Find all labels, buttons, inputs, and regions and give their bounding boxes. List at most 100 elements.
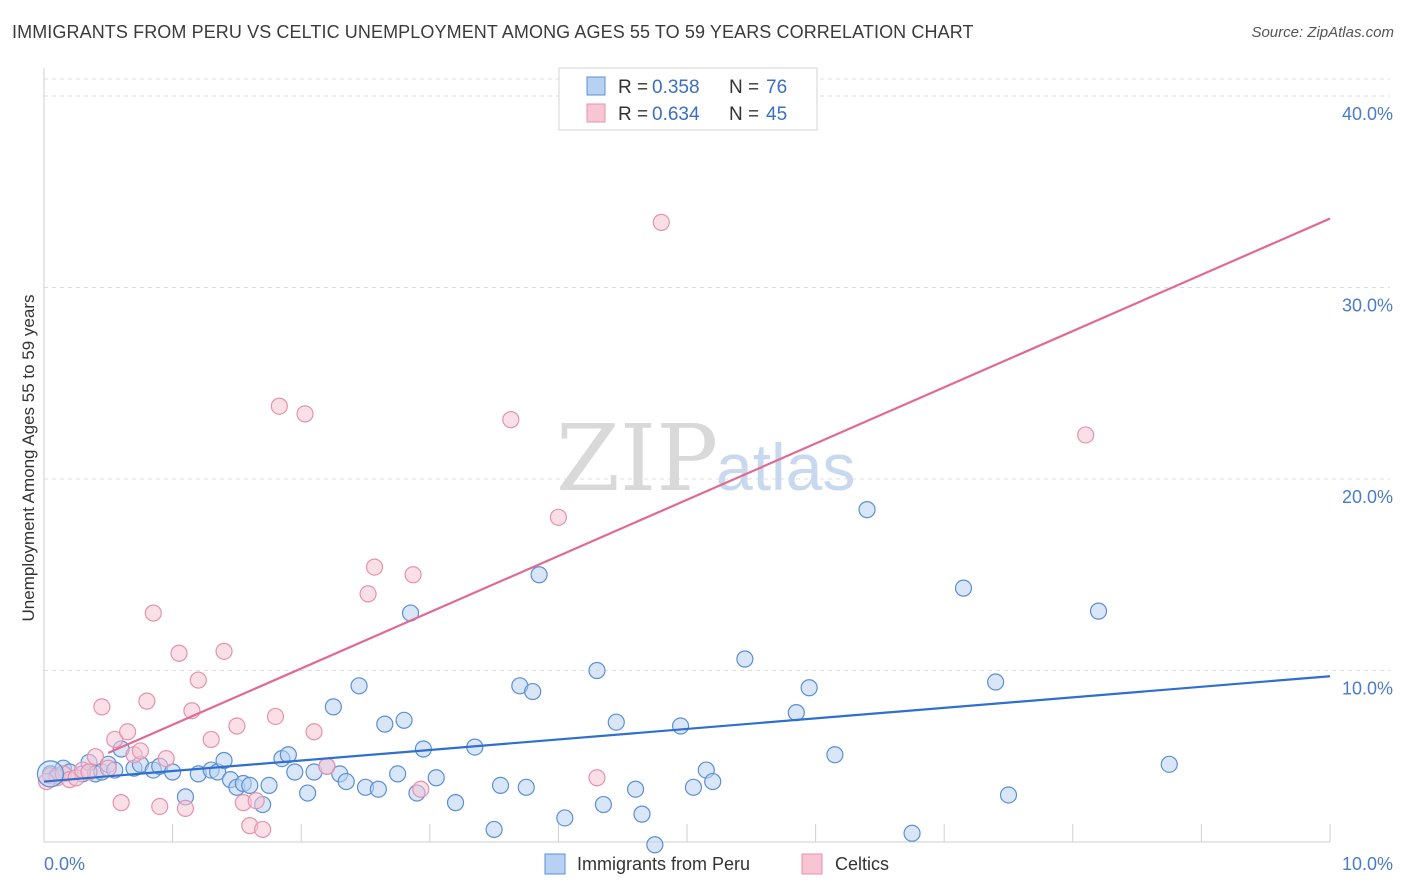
- legend-swatch-peru: [586, 76, 606, 96]
- peru-point: [954, 579, 973, 597]
- legend-r-value: 0.634: [652, 104, 700, 125]
- peru-point: [633, 805, 651, 823]
- watermark-atlas: atlas: [716, 430, 855, 504]
- y-tick-label: 40.0%: [1342, 104, 1393, 124]
- trend-lines: [43, 217, 1331, 783]
- peru-trend-line: [43, 675, 1331, 783]
- celtics-point: [106, 730, 124, 749]
- legend-n-value: 76: [766, 77, 787, 98]
- watermark-zip: ZIP: [556, 405, 718, 512]
- peru-point: [903, 824, 921, 842]
- celtics-point: [266, 707, 285, 726]
- peru-point: [376, 715, 394, 733]
- peru-point: [999, 786, 1018, 804]
- peru-point: [485, 820, 503, 839]
- peru-point: [215, 751, 233, 770]
- bottom-legend-swatch-peru: [544, 853, 566, 875]
- peru-point: [736, 650, 754, 668]
- celtics-point: [1077, 426, 1095, 444]
- peru-point: [286, 763, 304, 781]
- celtics-point: [118, 723, 137, 741]
- legend-r-label: R =: [618, 104, 648, 125]
- bottom-legend: Immigrants from Peru Celtics: [544, 853, 889, 875]
- bottom-legend-label-peru: Immigrants from Peru: [577, 854, 750, 874]
- y-axis-label: Unemployment Among Ages 55 to 59 years: [19, 295, 38, 622]
- peru-point: [446, 794, 465, 812]
- y-tick-label: 20.0%: [1342, 487, 1393, 507]
- peru-point: [241, 776, 259, 795]
- celtics-trend-line: [107, 217, 1331, 754]
- legend-n-label: N =: [729, 104, 759, 125]
- peru-point: [324, 698, 342, 716]
- celtics-point: [254, 820, 272, 839]
- celtics-point: [652, 213, 670, 231]
- celtics-point: [228, 717, 246, 735]
- legend: R = 0.358 N = 76 R = 0.634 N = 45: [558, 67, 818, 131]
- celtics-point: [296, 405, 314, 423]
- celtics-point: [549, 508, 568, 526]
- celtics-point: [144, 604, 162, 622]
- celtics-point: [202, 730, 220, 749]
- celtics-point: [112, 794, 130, 812]
- peru-point: [626, 780, 645, 798]
- celtics-point: [359, 585, 377, 603]
- data-points: [36, 213, 1178, 854]
- source-label: Source: ZipAtlas.com: [1251, 24, 1394, 41]
- peru-point: [704, 772, 722, 791]
- tick-labels: 10.0% 20.0% 30.0% 40.0% 0.0% 10.0%: [44, 104, 1393, 874]
- peru-point: [1089, 602, 1108, 620]
- peru-point: [607, 713, 625, 731]
- celtics-point: [588, 769, 606, 787]
- celtics-point: [318, 757, 336, 775]
- celtics-point: [412, 780, 430, 798]
- chart-title: IMMIGRANTS FROM PERU VS CELTIC UNEMPLOYM…: [12, 22, 974, 42]
- peru-point: [350, 677, 368, 695]
- celtics-point: [99, 759, 117, 777]
- celtics-point: [365, 558, 384, 576]
- celtics-point: [404, 566, 422, 584]
- peru-point: [369, 780, 387, 798]
- peru-point: [279, 746, 297, 764]
- peru-point: [987, 673, 1005, 691]
- celtics-point: [502, 411, 520, 429]
- legend-swatch-celtics: [586, 103, 606, 123]
- celtics-point: [305, 723, 323, 741]
- celtics-point: [86, 748, 105, 766]
- peru-point: [594, 795, 613, 814]
- peru-cluster-point: [36, 760, 65, 788]
- peru-point: [337, 772, 355, 791]
- peru-point: [260, 776, 278, 795]
- celtics-point: [215, 642, 233, 660]
- peru-point: [491, 776, 510, 795]
- peru-point: [427, 769, 445, 787]
- celtics-point: [176, 799, 195, 817]
- celtics-point: [93, 698, 111, 716]
- bottom-legend-swatch-celtics: [801, 853, 823, 875]
- celtics-point: [189, 671, 207, 689]
- gridlines: [44, 78, 1390, 671]
- legend-n-label: N =: [729, 77, 759, 98]
- peru-point: [800, 679, 818, 697]
- peru-point: [556, 809, 574, 827]
- axes: Unemployment Among Ages 55 to 59 years: [19, 68, 1331, 843]
- celtics-point: [270, 397, 288, 415]
- peru-point: [389, 765, 407, 783]
- bottom-legend-label-celtics: Celtics: [835, 854, 889, 874]
- peru-point: [646, 836, 664, 854]
- peru-point: [530, 566, 548, 584]
- peru-point: [588, 661, 606, 680]
- celtics-point: [247, 792, 265, 810]
- celtics-point: [80, 763, 98, 781]
- legend-r-label: R =: [618, 77, 648, 98]
- x-tick-label-max: 10.0%: [1342, 854, 1393, 874]
- celtics-point: [131, 742, 150, 760]
- y-tick-label: 10.0%: [1342, 679, 1393, 699]
- peru-point: [299, 784, 317, 802]
- celtics-point: [151, 797, 169, 816]
- peru-point: [517, 778, 535, 796]
- legend-n-value: 45: [766, 104, 787, 125]
- celtics-point: [170, 644, 188, 662]
- x-tick-label-min: 0.0%: [44, 854, 85, 874]
